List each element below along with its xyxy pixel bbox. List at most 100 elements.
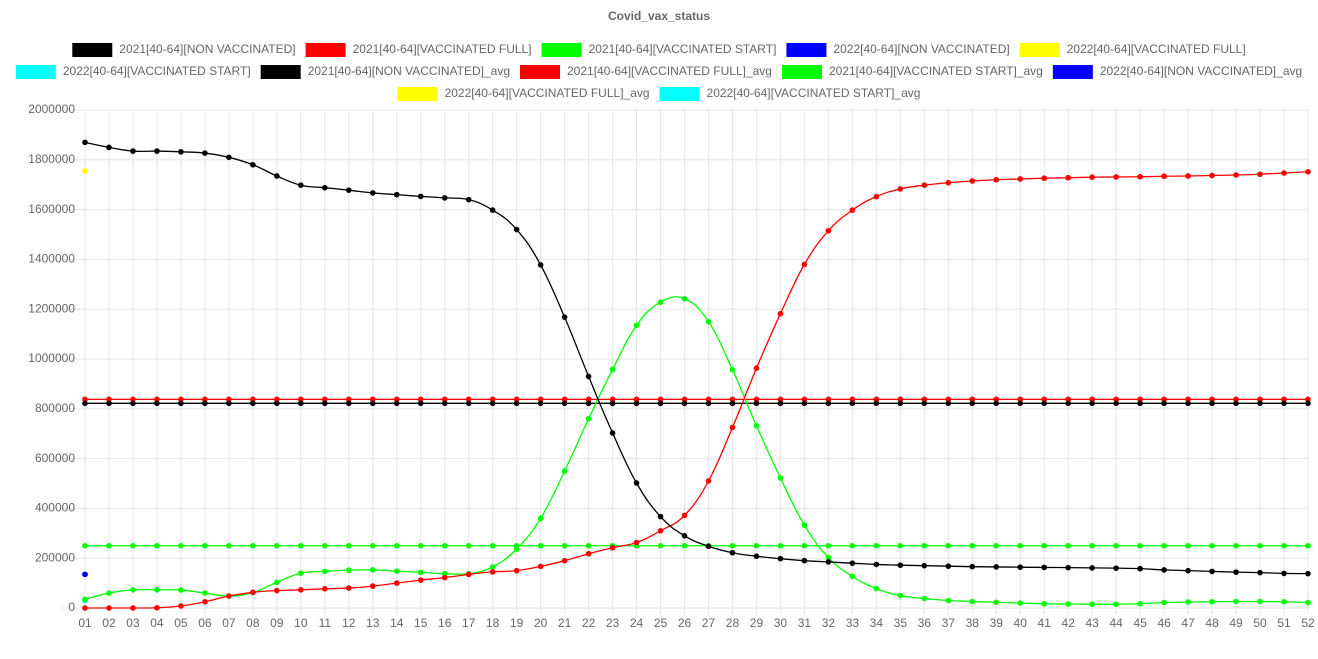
data-point <box>1041 542 1048 549</box>
data-point <box>993 542 1000 549</box>
y-tick-label: 1600000 <box>28 202 75 216</box>
data-point <box>825 542 832 549</box>
data-point <box>993 400 1000 407</box>
data-point <box>561 542 568 549</box>
legend-item: 2021[40-64][VACCINATED FULL]_avg <box>520 64 772 79</box>
data-point <box>393 542 400 549</box>
data-point <box>250 542 256 549</box>
data-point <box>729 400 736 407</box>
data-point <box>322 542 328 549</box>
y-tick-label: 800000 <box>35 401 75 415</box>
data-point <box>921 595 928 602</box>
data-point <box>226 154 232 161</box>
data-point <box>178 587 184 593</box>
data-point <box>1113 601 1119 608</box>
data-point <box>921 396 928 403</box>
legend-label: 2022[40-64][VACCINATED FULL] <box>1067 42 1246 56</box>
data-point <box>969 400 976 407</box>
data-point <box>274 400 280 407</box>
data-point <box>537 396 544 403</box>
data-point <box>1185 396 1191 403</box>
data-point <box>801 542 808 549</box>
x-tick-label: 16 <box>438 616 452 630</box>
legend-swatch <box>781 65 822 79</box>
legend-swatch <box>397 87 438 101</box>
data-point <box>1041 400 1048 407</box>
data-point <box>1113 400 1119 407</box>
data-point <box>1137 396 1143 403</box>
legend-swatch <box>541 43 582 57</box>
data-point <box>441 195 448 201</box>
data-point <box>1113 565 1119 571</box>
data-point <box>417 542 424 549</box>
data-point <box>633 539 640 546</box>
data-point <box>513 226 520 233</box>
data-point <box>369 190 376 196</box>
data-point <box>801 261 808 268</box>
data-point <box>393 396 400 403</box>
data-point <box>1257 396 1263 403</box>
data-point <box>274 542 280 549</box>
data-point <box>1209 172 1215 179</box>
legend-swatch <box>1052 65 1093 79</box>
x-tick-label: 29 <box>750 616 764 630</box>
data-point <box>1113 174 1119 180</box>
data-point <box>945 563 952 569</box>
data-point <box>441 400 448 407</box>
data-point <box>777 542 784 549</box>
data-point <box>1233 598 1239 605</box>
legend-label: 2021[40-64][VACCINATED START] <box>589 42 777 56</box>
data-point <box>82 139 88 146</box>
data-point <box>513 567 520 574</box>
data-point <box>1233 172 1239 178</box>
data-point <box>753 422 760 429</box>
data-point <box>106 542 112 549</box>
data-point <box>250 161 256 168</box>
legend-swatch <box>260 65 301 79</box>
data-point <box>322 586 328 592</box>
data-point <box>969 542 976 549</box>
data-point <box>801 557 808 564</box>
data-point <box>154 148 160 154</box>
data-point <box>849 396 856 403</box>
data-point <box>1161 396 1167 403</box>
data-point <box>537 542 544 549</box>
x-tick-label: 15 <box>414 616 428 630</box>
x-tick-label: 43 <box>1085 616 1099 630</box>
data-point <box>1161 542 1167 549</box>
x-tick-label: 08 <box>246 616 260 630</box>
data-point <box>1305 599 1311 606</box>
data-point <box>753 365 760 372</box>
data-point <box>609 366 616 373</box>
data-point <box>298 400 304 407</box>
x-tick-label: 05 <box>174 616 188 630</box>
data-point <box>1209 568 1215 575</box>
data-point <box>1281 396 1287 403</box>
data-point <box>729 366 736 373</box>
data-point <box>705 478 712 484</box>
x-tick-label: 20 <box>534 616 548 630</box>
data-point <box>369 567 376 573</box>
data-point <box>849 207 856 213</box>
x-tick-label: 52 <box>1301 616 1315 630</box>
data-point <box>1017 600 1024 606</box>
data-point <box>489 569 496 575</box>
data-point <box>777 475 784 481</box>
data-point <box>226 593 232 599</box>
data-point <box>274 579 280 586</box>
legend-item: 2022[40-64][NON VACCINATED] <box>786 42 1010 57</box>
data-point <box>873 396 880 403</box>
data-point <box>609 400 616 407</box>
x-tick-label: 36 <box>918 616 932 630</box>
data-point <box>705 396 712 403</box>
data-point <box>897 542 904 549</box>
data-point <box>106 590 112 596</box>
data-point <box>753 396 760 403</box>
data-point <box>969 598 976 605</box>
data-point <box>825 400 832 407</box>
data-point <box>178 396 184 403</box>
legend-label: 2021[40-64][VACCINATED START]_avg <box>829 64 1043 78</box>
x-tick-label: 31 <box>798 616 812 630</box>
data-point <box>729 542 736 549</box>
data-point <box>825 396 832 403</box>
